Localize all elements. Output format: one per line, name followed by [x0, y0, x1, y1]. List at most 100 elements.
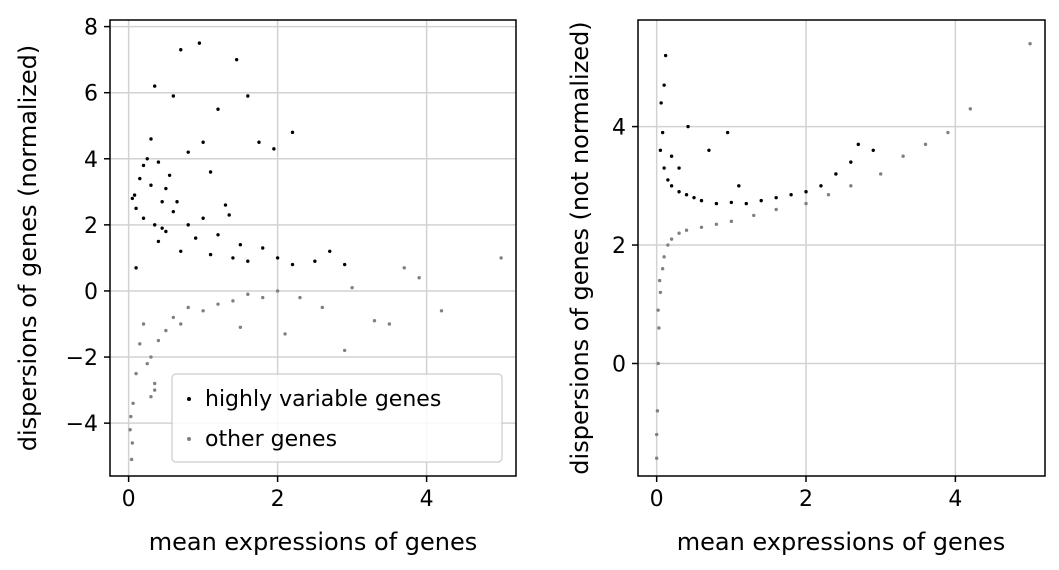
left-highly-variable-point — [145, 157, 149, 161]
right-other-gene-point — [826, 193, 831, 197]
left-highly-variable-point — [328, 249, 332, 254]
left-other-gene-point — [138, 342, 142, 346]
left-other-gene-point — [129, 414, 133, 419]
left-highly-variable-point — [179, 249, 183, 254]
left-other-gene-point — [350, 285, 354, 290]
left-highly-variable-point — [179, 48, 183, 52]
left-other-gene-point — [238, 325, 243, 330]
left-y-tick-label: −2 — [66, 346, 98, 371]
right-highly-variable-point — [737, 184, 741, 188]
left-x-tick-label: 2 — [271, 487, 285, 512]
right-highly-variable-point — [662, 166, 666, 170]
left-x-tick-label: 0 — [122, 487, 136, 512]
right-grid — [638, 20, 1045, 476]
right-ticks: 0 2 4 0 2 4 — [612, 116, 962, 512]
left-other-gene-point — [402, 266, 406, 270]
left-other-gene-point — [156, 338, 161, 343]
right-highly-variable-point — [759, 198, 763, 203]
left-highly-variable-point — [313, 259, 317, 263]
left-highly-variable-point — [227, 213, 231, 217]
right-other-gene-point — [774, 207, 778, 212]
left-highly-variable-point — [164, 186, 168, 191]
right-other-gene-point — [658, 290, 663, 295]
left-highly-variable-point — [193, 236, 198, 240]
right-highly-variable-point — [819, 184, 823, 188]
legend-marker-other — [187, 437, 191, 441]
right-other-gene-point — [657, 326, 661, 330]
left-highly-variable-point — [156, 160, 161, 164]
right-y-tick-label: 0 — [612, 352, 626, 377]
right-highly-variable-point — [834, 172, 838, 176]
right-highly-variable-point — [659, 101, 663, 105]
left-highly-variable-point — [342, 262, 347, 267]
right-highly-variable-point — [856, 142, 861, 147]
legend: highly variable genes other genes — [171, 373, 503, 463]
left-highly-variable-point — [152, 84, 157, 88]
left-points — [128, 41, 503, 462]
left-highly-variable-point — [275, 256, 280, 260]
left-highly-variable-point — [197, 41, 202, 45]
left-other-gene-point — [439, 309, 444, 313]
right-highly-variable-point — [774, 195, 778, 200]
left-other-gene-point — [275, 289, 280, 293]
legend-label-other: other genes — [205, 427, 337, 452]
right-other-gene-point — [946, 130, 950, 135]
left-highly-variable-point — [246, 94, 250, 98]
right-highly-variable-point — [658, 148, 663, 152]
left-highly-variable-point — [216, 107, 220, 111]
right-other-gene-point — [657, 278, 662, 283]
left-highly-variable-point — [149, 183, 153, 187]
left-highly-variable-point — [149, 137, 153, 141]
left-other-gene-point — [128, 428, 132, 432]
left-other-gene-point — [129, 457, 134, 462]
left-highly-variable-point — [152, 223, 157, 227]
right-other-gene-point — [662, 255, 666, 259]
left-highly-variable-point — [257, 140, 261, 144]
left-highly-variable-point — [186, 150, 190, 154]
right-y-tick-label: 4 — [612, 116, 626, 141]
left-other-gene-point — [417, 276, 421, 280]
left-other-gene-point — [201, 309, 205, 313]
right-highly-variable-point — [871, 148, 875, 152]
left-x-axis-label: mean expressions of genes — [149, 528, 478, 556]
left-other-gene-point — [141, 322, 146, 326]
right-other-gene-point — [654, 432, 659, 437]
right-other-gene-point — [656, 361, 660, 366]
right-other-gene-point — [729, 219, 734, 224]
right-other-gene-point — [968, 107, 973, 111]
right-highly-variable-point — [663, 53, 668, 58]
right-other-gene-point — [660, 267, 665, 271]
right-x-tick-label: 4 — [948, 487, 962, 512]
right-highly-variable-point — [804, 190, 808, 194]
right-highly-variable-point — [707, 148, 711, 152]
left-highly-variable-point — [201, 216, 205, 220]
right-other-gene-point — [1028, 41, 1032, 46]
right-axes-frame — [637, 19, 1046, 477]
left-y-tick-label: −4 — [66, 412, 98, 437]
left-y-axis-label: dispersions of genes (normalized) — [14, 45, 42, 451]
right-highly-variable-point — [699, 198, 704, 203]
left-highly-variable-point — [231, 256, 235, 260]
left-other-gene-point — [499, 256, 503, 260]
right-other-gene-point — [849, 184, 853, 188]
left-highly-variable-point — [216, 233, 220, 237]
right-highly-variable-point — [662, 83, 666, 87]
left-other-gene-point — [246, 292, 250, 296]
left-other-gene-point — [342, 348, 347, 353]
right-highly-variable-point — [677, 190, 681, 194]
left-x-tick-label: 4 — [420, 487, 434, 512]
legend-label-highly-variable: highly variable genes — [205, 387, 441, 412]
left-other-gene-point — [152, 388, 157, 392]
left-other-gene-point — [149, 394, 153, 399]
right-other-gene-point — [656, 308, 660, 312]
right-highly-variable-point — [684, 193, 689, 197]
left-highly-variable-point — [186, 223, 190, 227]
right-other-gene-point — [752, 213, 756, 218]
left-highly-variable-point — [171, 94, 176, 98]
left-scatter-panel: 0 2 4 −4 −2 0 2 4 6 8 mean expressions of genes d… — [14, 16, 517, 556]
left-highly-variable-point — [141, 163, 146, 168]
left-other-gene-point — [145, 361, 149, 366]
left-highly-variable-point — [160, 200, 164, 204]
left-other-gene-point — [186, 305, 190, 310]
